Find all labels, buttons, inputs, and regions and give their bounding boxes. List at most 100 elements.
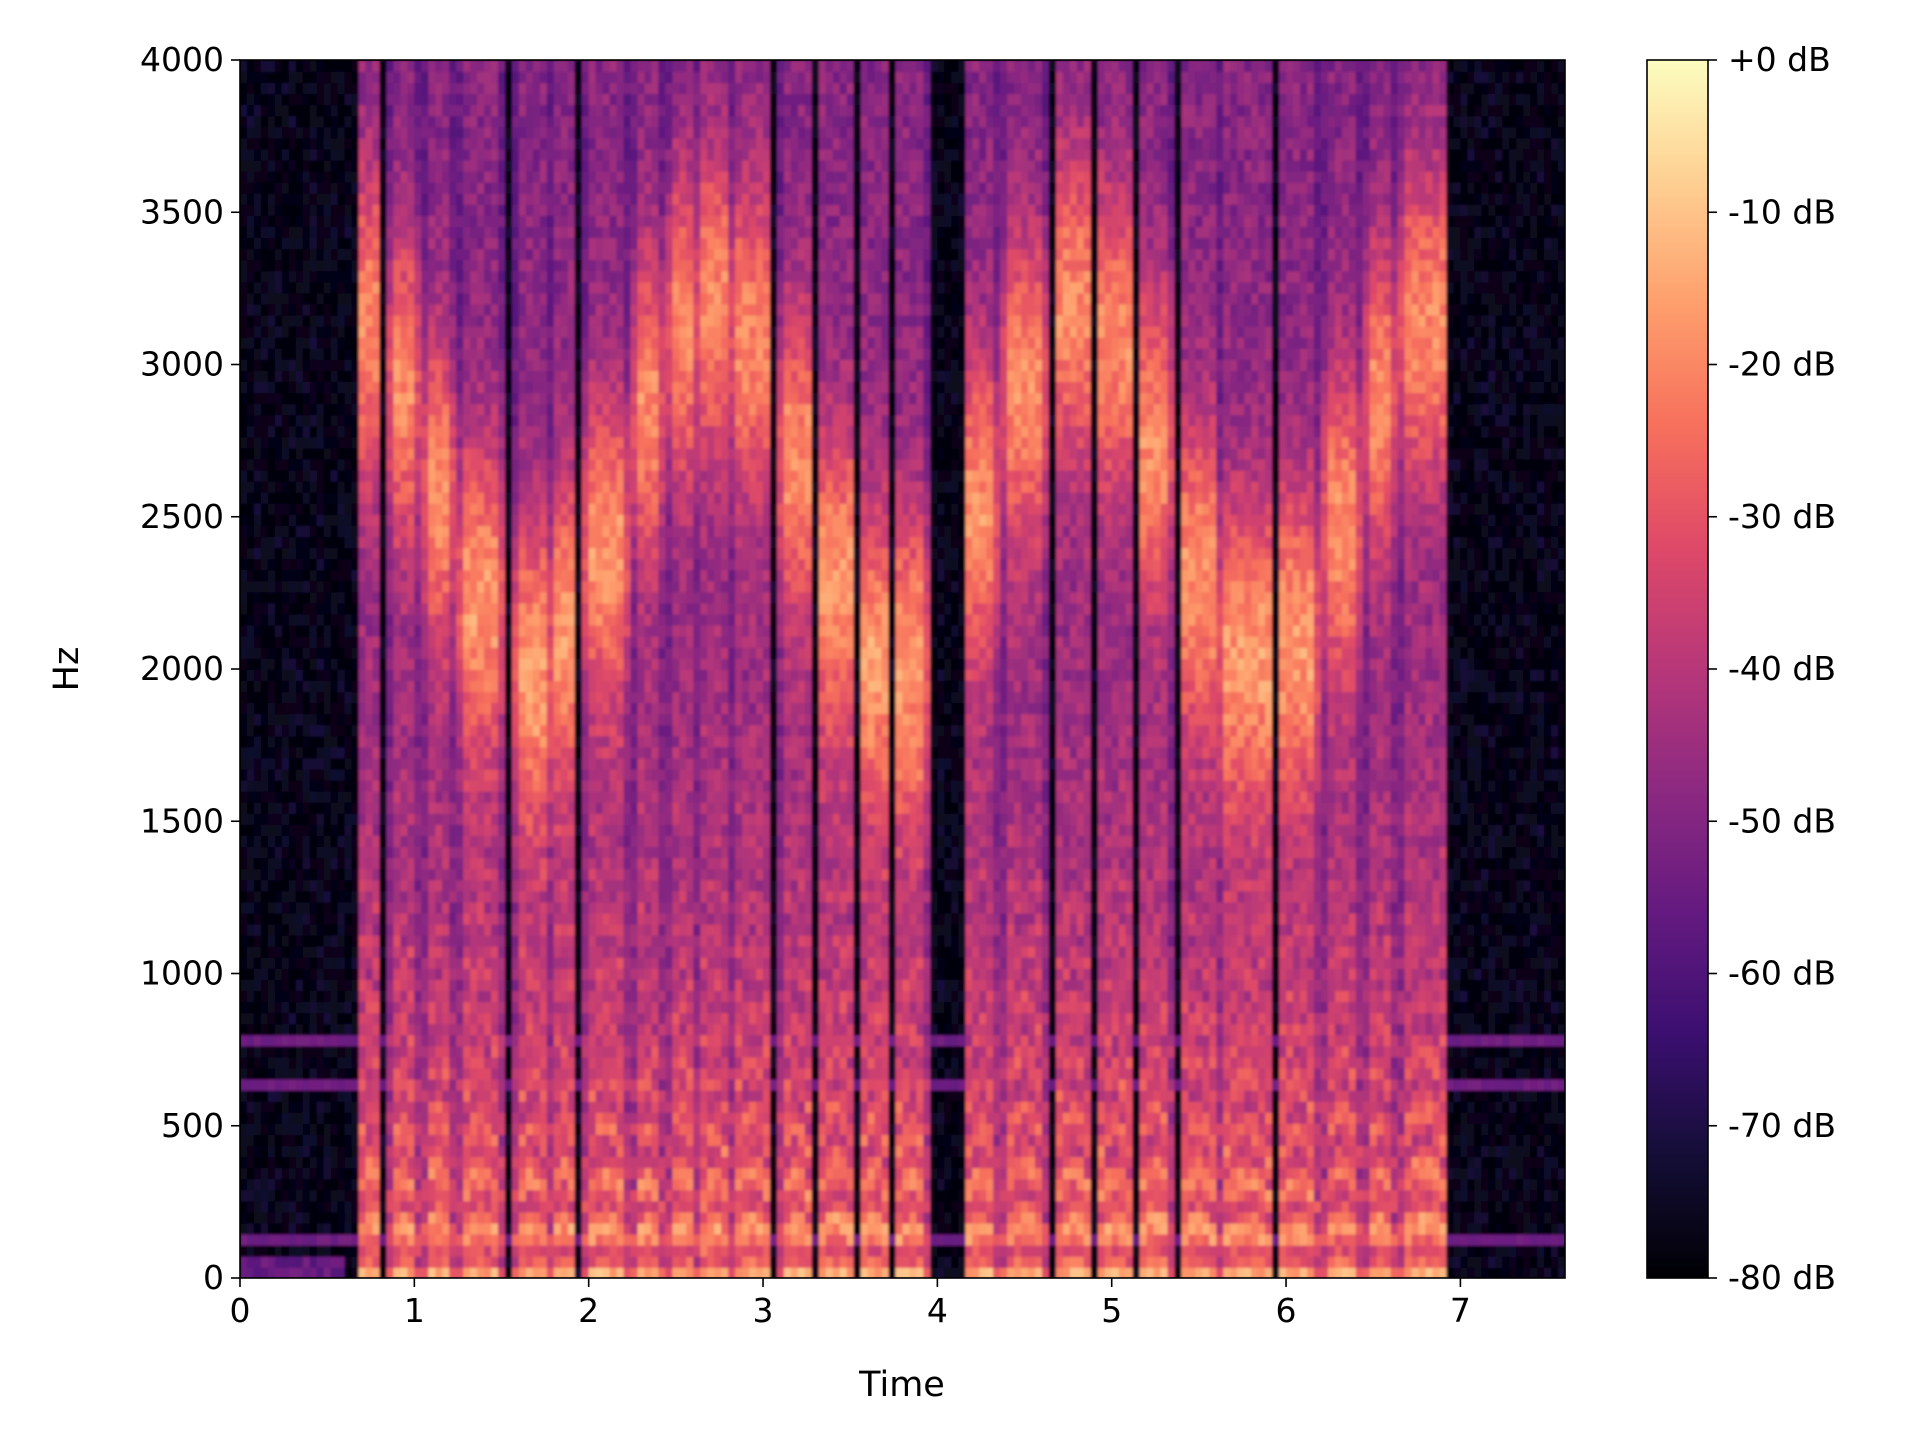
heatmap-cell: [470, 1012, 478, 1025]
heatmap-cell: [484, 1167, 492, 1180]
heatmap-cell: [358, 115, 367, 128]
heatmap-cell: [247, 1156, 255, 1169]
heatmap-cell: [449, 1123, 458, 1135]
heatmap-cell: [546, 735, 555, 748]
heatmap-cell: [316, 901, 325, 914]
heatmap-cell: [484, 613, 492, 626]
heatmap-cell: [407, 757, 416, 770]
heatmap-cell: [330, 934, 339, 947]
heatmap-cell: [351, 1045, 360, 1058]
heatmap-cell: [484, 945, 492, 958]
heatmap-cell: [386, 591, 395, 604]
heatmap-cell: [525, 458, 534, 471]
heatmap-cell: [393, 657, 402, 670]
heatmap-cell: [323, 370, 332, 382]
heatmap-cell: [247, 558, 255, 571]
heatmap-cell: [505, 923, 513, 936]
heatmap-cell: [505, 1001, 513, 1014]
heatmap-cell: [344, 115, 353, 128]
heatmap-cell: [435, 303, 444, 316]
heatmap-cell: [281, 1266, 290, 1278]
heatmap-cell: [546, 768, 555, 781]
heatmap-cell: [393, 1255, 402, 1268]
heatmap-cell: [240, 325, 248, 338]
heatmap-cell: [532, 104, 541, 117]
heatmap-cell: [512, 336, 520, 349]
heatmap-cell: [518, 137, 527, 150]
heatmap-cell: [379, 181, 388, 194]
heatmap-cell: [498, 480, 506, 493]
heatmap-cell: [407, 347, 416, 360]
heatmap-cell: [456, 82, 465, 95]
heatmap-cell: [498, 657, 506, 670]
heatmap-cell: [358, 890, 367, 903]
heatmap-cell: [456, 890, 465, 903]
heatmap-cell: [442, 1156, 451, 1169]
heatmap-cell: [470, 1067, 478, 1080]
heatmap-cell: [302, 945, 311, 958]
heatmap-cell: [539, 835, 548, 848]
heatmap-cell: [344, 480, 353, 493]
heatmap-cell: [518, 735, 527, 748]
heatmap-cell: [484, 203, 492, 216]
heatmap-cell: [463, 325, 472, 338]
heatmap-cell: [274, 835, 283, 848]
heatmap-cell: [253, 425, 262, 438]
heatmap-cell: [281, 514, 290, 526]
heatmap-cell: [470, 1056, 478, 1069]
heatmap-cell: [288, 1100, 297, 1113]
heatmap-cell: [253, 735, 262, 748]
heatmap-cell: [302, 259, 311, 272]
heatmap-cell: [532, 347, 541, 360]
heatmap-cell: [316, 181, 325, 194]
heatmap-cell: [281, 1111, 290, 1124]
heatmap-cell: [456, 536, 465, 549]
heatmap-cell: [539, 724, 548, 737]
heatmap-cell: [302, 237, 311, 250]
heatmap-cell: [337, 115, 346, 128]
heatmap-cell: [281, 170, 290, 183]
heatmap-cell: [288, 336, 297, 349]
heatmap-cell: [309, 790, 318, 803]
heatmap-cell: [393, 491, 402, 504]
heatmap-cell: [491, 624, 499, 637]
heatmap-cell: [240, 203, 248, 216]
heatmap-cell: [260, 790, 269, 803]
heatmap-cell: [428, 270, 437, 283]
heatmap-cell: [372, 702, 381, 715]
heatmap-cell: [337, 1078, 346, 1091]
heatmap-cell: [330, 801, 339, 814]
heatmap-cell: [288, 425, 297, 438]
heatmap-cell: [295, 60, 304, 72]
heatmap-cell: [546, 890, 555, 903]
heatmap-cell: [518, 215, 527, 227]
heatmap-cell: [344, 912, 353, 925]
heatmap-cell: [358, 215, 367, 227]
heatmap-cell: [274, 768, 283, 781]
heatmap-cell: [435, 126, 444, 139]
heatmap-cell: [260, 491, 269, 504]
heatmap-cell: [267, 1167, 276, 1180]
heatmap-cell: [302, 835, 311, 848]
heatmap-cell: [379, 159, 388, 172]
heatmap-cell: [518, 801, 527, 814]
heatmap-cell: [247, 613, 255, 626]
heatmap-cell: [253, 347, 262, 360]
heatmap-cell: [498, 1189, 506, 1202]
heatmap-cell: [323, 480, 332, 493]
heatmap-cell: [267, 1211, 276, 1224]
heatmap-cell: [428, 215, 437, 227]
heatmap-cell: [323, 215, 332, 227]
heatmap-cell: [316, 137, 325, 150]
heatmap-cell: [525, 857, 534, 870]
heatmap-cell: [337, 868, 346, 881]
heatmap-cell: [470, 237, 478, 250]
heatmap-cell: [288, 1178, 297, 1191]
heatmap-cell: [247, 1178, 255, 1191]
heatmap-cell: [484, 1134, 492, 1147]
heatmap-cell: [539, 923, 548, 936]
heatmap-cell: [525, 126, 534, 139]
heatmap-cell: [456, 1056, 465, 1069]
heatmap-cell: [344, 170, 353, 183]
heatmap-cell: [365, 801, 374, 814]
